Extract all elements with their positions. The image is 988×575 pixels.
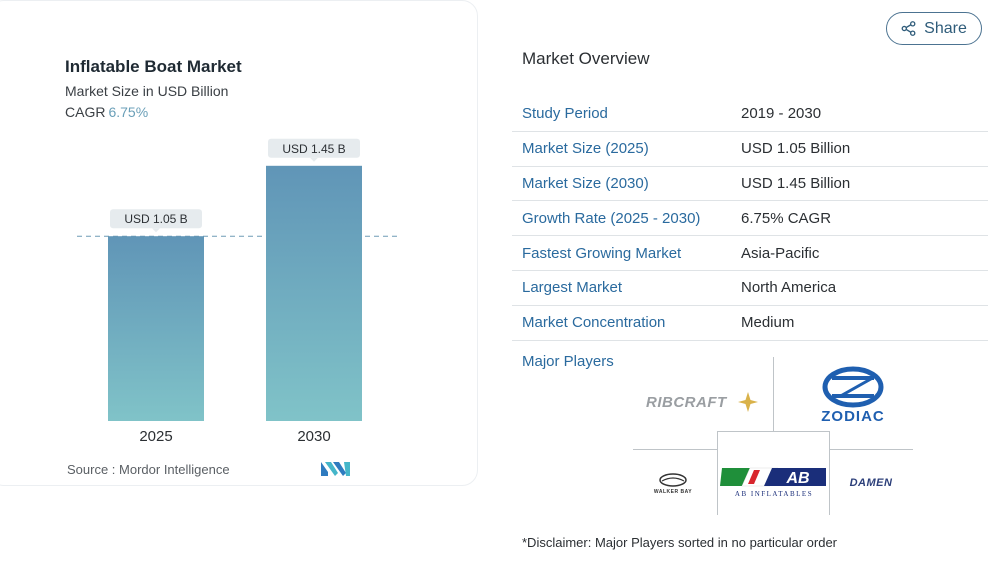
overview-table: Study Period 2019 - 2030 Market Size (20… — [512, 97, 988, 341]
row-label[interactable]: Largest Market — [522, 279, 623, 297]
row-label[interactable]: Market Concentration — [522, 314, 666, 332]
svg-text:WALKER BAY: WALKER BAY — [654, 489, 692, 495]
table-row: Growth Rate (2025 - 2030) 6.75% CAGR — [512, 201, 988, 237]
data-label-pointer — [152, 228, 160, 233]
cagr-value: 6.75% — [108, 104, 149, 120]
bar — [108, 236, 204, 421]
row-value: 2019 - 2030 — [741, 105, 822, 123]
share-label: Share — [924, 19, 967, 37]
chart-title: Inflatable Boat Market — [65, 57, 242, 76]
row-value: North America — [741, 279, 837, 297]
ribcraft-logo-icon[interactable]: RIBCRAFT — [644, 389, 762, 415]
table-row: Market Size (2025) USD 1.05 Billion — [512, 132, 988, 167]
table-row: Fastest Growing Market Asia-Pacific — [512, 236, 988, 271]
x-tick-label: 2025 — [139, 428, 172, 445]
x-tick-label: 2030 — [297, 428, 330, 445]
svg-text:AB: AB — [785, 470, 809, 487]
walker-bay-logo-icon[interactable]: WALKER BAY — [648, 471, 698, 497]
data-label: USD 1.05 B — [124, 212, 187, 226]
zodiac-logo-icon[interactable]: ZODIAC — [808, 365, 898, 425]
svg-text:DAMEN: DAMEN — [850, 477, 893, 489]
ab-inflatables-logo-icon[interactable]: AB AB INFLATABLES — [720, 466, 828, 498]
mordor-intelligence-logo-icon — [321, 462, 350, 476]
damen-logo-icon[interactable]: DAMEN — [840, 474, 902, 490]
share-button[interactable]: Share — [886, 12, 982, 45]
row-value: USD 1.45 Billion — [741, 174, 851, 192]
grid-divider — [717, 431, 718, 515]
row-value: Medium — [741, 314, 795, 332]
data-label-bubble — [268, 138, 360, 158]
bar-chart: USD 1.05 B 2025 USD 1.45 B 2030 — [77, 138, 397, 445]
grid-divider — [717, 431, 829, 432]
row-value: 6.75% CAGR — [741, 209, 832, 227]
grid-divider — [829, 449, 913, 450]
data-label-bubble — [110, 209, 202, 229]
row-label[interactable]: Study Period — [522, 105, 608, 123]
bar — [266, 165, 362, 421]
row-label[interactable]: Market Size (2025) — [522, 140, 649, 158]
share-icon — [901, 21, 916, 36]
major-players-label[interactable]: Major Players — [522, 353, 614, 370]
table-row: Market Size (2030) USD 1.45 Billion — [512, 167, 988, 202]
table-row: Largest Market North America — [512, 271, 988, 306]
table-row: Study Period 2019 - 2030 — [512, 97, 988, 132]
grid-divider — [829, 431, 830, 515]
grid-divider — [633, 449, 717, 450]
row-value: USD 1.05 Billion — [741, 140, 851, 158]
row-label[interactable]: Fastest Growing Market — [522, 244, 682, 262]
svg-text:RIBCRAFT: RIBCRAFT — [646, 394, 728, 411]
row-label[interactable]: Market Size (2030) — [522, 174, 649, 192]
row-value: Asia-Pacific — [741, 244, 820, 262]
cagr-label: CAGR — [65, 104, 106, 120]
row-label[interactable]: Growth Rate (2025 - 2030) — [522, 209, 701, 227]
grid-divider — [773, 357, 774, 431]
chart-cagr: CAGR 6.75% — [65, 104, 148, 120]
data-label: USD 1.45 B — [282, 142, 345, 156]
overview-title: Market Overview — [522, 49, 650, 68]
data-label-pointer — [310, 157, 318, 162]
chart-subtitle: Market Size in USD Billion — [65, 83, 229, 99]
chart-card: USD 1.05 B 2025 USD 1.45 B 2030 Inflatable … — [0, 0, 478, 486]
svg-text:ZODIAC: ZODIAC — [821, 408, 885, 425]
source-text: Source : Mordor Intelligence — [67, 462, 230, 477]
svg-text:AB INFLATABLES: AB INFLATABLES — [735, 490, 813, 498]
table-row: Market Concentration Medium — [512, 306, 988, 341]
disclaimer-text: *Disclaimer: Major Players sorted in no … — [522, 535, 838, 550]
